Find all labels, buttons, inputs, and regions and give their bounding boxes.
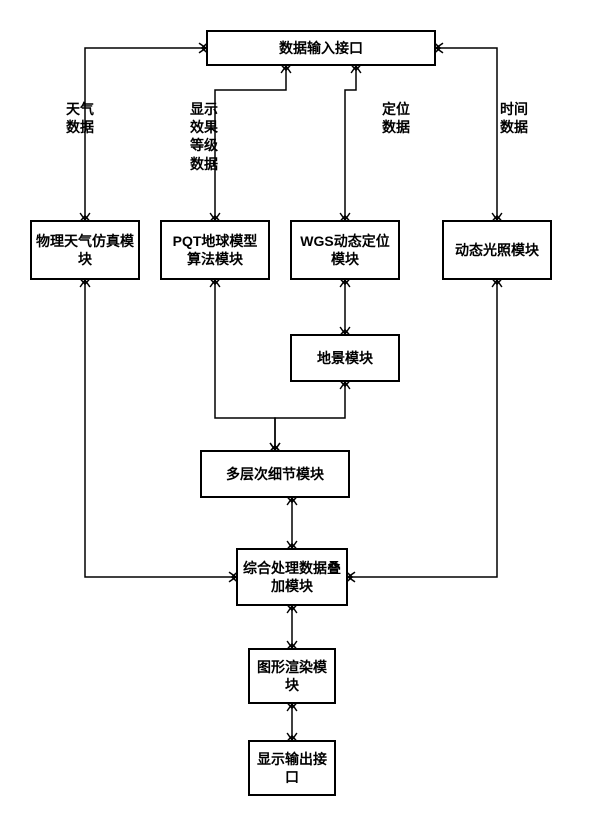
label-weather: 天气 数据	[66, 100, 94, 136]
node-lod: 多层次细节模块	[200, 450, 350, 498]
flowchart-canvas: 数据输入接口 物理天气仿真模块 PQT地球模型算法模块 WGS动态定位模块 动态…	[0, 0, 592, 832]
node-input: 数据输入接口	[206, 30, 436, 66]
node-terrain: 地景模块	[290, 334, 400, 382]
node-light: 动态光照模块	[442, 220, 552, 280]
node-weather: 物理天气仿真模块	[30, 220, 140, 280]
node-merge: 综合处理数据叠加模块	[236, 548, 348, 606]
label-display: 显示 效果 等级 数据	[190, 100, 218, 173]
node-pqt: PQT地球模型算法模块	[160, 220, 270, 280]
node-wgs: WGS动态定位模块	[290, 220, 400, 280]
label-locate: 定位 数据	[382, 100, 410, 136]
node-render: 图形渲染模块	[248, 648, 336, 704]
label-time: 时间 数据	[500, 100, 528, 136]
node-output: 显示输出接口	[248, 740, 336, 796]
